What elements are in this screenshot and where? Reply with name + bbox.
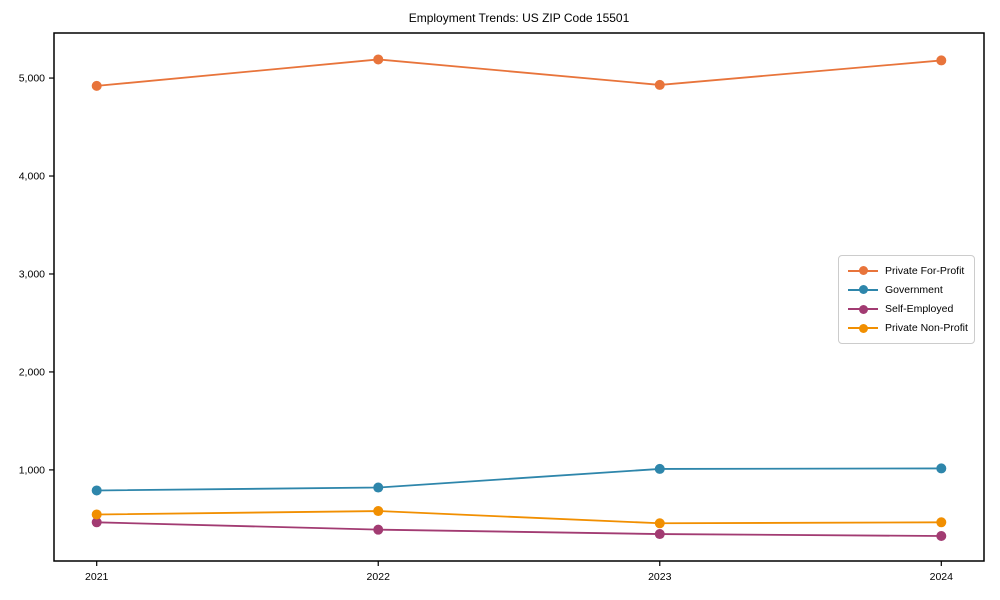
data-point-government-2022 [373,482,384,493]
data-point-private-for-profit-2021 [91,80,102,91]
data-point-private-non-profit-2022 [373,506,384,517]
line-marker-icon [848,266,878,276]
legend-label: Self-Employed [885,303,954,316]
legend-label: Private Non-Profit [885,322,968,335]
legend-item-self-employed: Self-Employed [848,303,965,315]
chart-title: Employment Trends: US ZIP Code 15501 [408,11,630,25]
data-point-self-employed-2024 [936,531,947,542]
x-tick-label: 2023 [648,571,672,583]
line-marker-icon [848,304,878,314]
legend-label: Private For-Profit [885,264,965,277]
y-tick-label: 3,000 [19,268,45,280]
legend: Private For-Profit Government Self-Emplo… [838,255,975,344]
data-point-private-non-profit-2021 [91,509,102,520]
legend-item-private-non-profit: Private Non-Profit [848,322,968,335]
series-line-private-non-profit [96,510,942,525]
data-point-self-employed-2021 [91,517,102,528]
data-point-private-non-profit-2023 [654,518,665,529]
data-point-government-2024 [936,463,947,474]
data-point-private-non-profit-2024 [936,517,947,528]
series-line-private-for-profit [96,58,942,87]
data-point-government-2023 [654,463,665,474]
legend-label: Government [885,283,943,296]
data-point-self-employed-2023 [654,529,665,540]
data-point-government-2021 [91,485,102,496]
y-tick-label: 4,000 [19,171,45,183]
line-marker-icon [848,285,878,295]
line-marker-icon [848,323,878,333]
data-point-private-for-profit-2024 [936,55,947,66]
y-tick-label: 5,000 [19,73,45,85]
data-point-self-employed-2022 [373,524,384,535]
legend-item-private-for-profit: Private For-Profit [848,265,965,277]
series-line-government [96,467,942,492]
y-tick-label: 1,000 [19,464,45,476]
plot-border [53,32,985,562]
series-line-self-employed [96,521,942,537]
x-tick-label: 2024 [930,571,954,583]
x-tick-label: 2022 [367,571,391,583]
y-tick-label: 2,000 [19,366,45,378]
legend-item-government: Government [848,284,965,296]
data-point-private-for-profit-2022 [373,54,384,65]
x-tick-label: 2021 [85,571,109,583]
data-point-private-for-profit-2023 [654,79,665,90]
